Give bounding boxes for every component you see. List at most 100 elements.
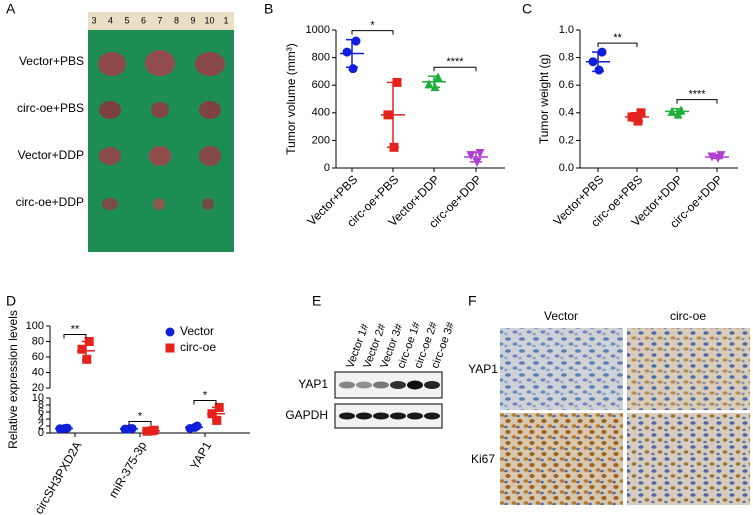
- tumor: [195, 52, 225, 76]
- data-point: [594, 65, 604, 75]
- data-point: [475, 149, 485, 159]
- column-header: Vector: [544, 309, 578, 323]
- row-label: circ-oe+DDP: [16, 195, 84, 209]
- ihc-image: [627, 413, 750, 505]
- significance-bracket: [128, 420, 152, 426]
- x-tick-label: YAP1: [187, 439, 214, 472]
- y-tick-label: 0.6: [559, 79, 574, 91]
- column-header: circ-oe: [670, 309, 706, 323]
- significance-label: ****: [688, 89, 706, 101]
- ruler-number: 7: [157, 15, 162, 25]
- ruler-number: 5: [124, 15, 129, 25]
- ihc-row-label: YAP1: [468, 362, 498, 376]
- y-tick-label: 200: [312, 134, 330, 146]
- y-tick-label: 40: [32, 366, 44, 378]
- y-tick-label: 0.0: [559, 162, 574, 174]
- data-point: [466, 151, 476, 161]
- y-tick-label: 8: [38, 399, 44, 411]
- significance-bracket: [676, 99, 718, 104]
- tumor: [98, 52, 126, 76]
- panel-label: C: [522, 1, 532, 17]
- photo-background: [88, 12, 234, 252]
- band: [373, 412, 389, 420]
- tumor: [99, 101, 121, 119]
- tumor: [145, 50, 175, 76]
- legend-label: circ-oe: [180, 340, 216, 354]
- band: [339, 412, 355, 420]
- x-tick-label: miR-375-3p: [106, 439, 150, 501]
- ihc-image: [627, 328, 750, 410]
- tumor: [199, 146, 221, 166]
- band: [356, 381, 372, 389]
- tumor: [151, 102, 169, 118]
- y-axis-title: Tumor volume (mm³): [284, 43, 298, 155]
- y-tick-label: 800: [312, 52, 330, 64]
- ruler-number: 6: [141, 15, 146, 25]
- ruler-number: 10: [204, 15, 214, 25]
- y-axis-title: Relative expression levels: [6, 310, 20, 449]
- band: [390, 412, 406, 420]
- data-point: [165, 343, 175, 353]
- band: [390, 381, 406, 389]
- y-axis-title: Tumor weight (g): [537, 54, 551, 144]
- band: [407, 380, 423, 390]
- y-tick-label: 400: [312, 107, 330, 119]
- y-tick-label: 1.0: [559, 24, 574, 36]
- tumor: [199, 101, 221, 119]
- y-tick-label: 6: [38, 406, 44, 418]
- significance-bracket: [193, 399, 217, 405]
- band: [339, 381, 355, 389]
- y-tick-label: 60: [32, 351, 44, 363]
- significance-bracket: [351, 30, 394, 35]
- band: [373, 381, 389, 389]
- data-point: [424, 79, 434, 89]
- y-tick-label: 600: [312, 79, 330, 91]
- row-label: Vector+DDP: [18, 148, 84, 162]
- tumor: [153, 198, 165, 210]
- y-tick-label: 0: [324, 162, 330, 174]
- ruler-number: 1: [223, 15, 228, 25]
- data-point: [342, 47, 352, 57]
- panel-label: D: [6, 293, 16, 309]
- significance-bracket: [597, 42, 638, 48]
- significance-bracket: [63, 334, 87, 339]
- ihc-image: [500, 413, 623, 505]
- ruler-number: 3: [91, 15, 96, 25]
- significance-label: *: [138, 410, 143, 422]
- y-tick-label: 2: [38, 420, 44, 432]
- y-tick-label: 4: [38, 413, 44, 425]
- band: [407, 412, 423, 420]
- panel-label: E: [312, 293, 321, 309]
- y-tick-label: 0.4: [559, 107, 574, 119]
- band: [424, 381, 440, 389]
- blot-row-label: GAPDH: [285, 408, 328, 422]
- significance-label: *: [203, 389, 208, 401]
- ruler-number: 8: [174, 15, 179, 25]
- significance-label: *: [370, 20, 375, 32]
- ihc-images: [500, 328, 750, 505]
- band: [356, 412, 372, 420]
- data-point: [165, 327, 175, 337]
- panel-label: B: [264, 1, 273, 17]
- row-label: circ-oe+PBS: [17, 101, 84, 115]
- panel-label: F: [468, 293, 477, 309]
- significance-bracket: [433, 66, 477, 72]
- y-tick-label: 0.2: [559, 134, 574, 146]
- y-tick-label: 0.8: [559, 52, 574, 64]
- y-tick-label: 10: [32, 392, 44, 404]
- legend-label: Vector: [180, 324, 214, 338]
- tumor: [102, 198, 118, 210]
- significance-label: **: [71, 323, 80, 335]
- tumor: [149, 146, 171, 166]
- tumor-photo: [88, 12, 234, 252]
- ruler: [88, 12, 234, 30]
- significance-label: ****: [446, 56, 464, 68]
- data-point: [348, 64, 358, 74]
- tumor: [202, 198, 214, 210]
- data-point: [82, 354, 92, 364]
- data-point: [77, 344, 87, 354]
- significance-label: **: [613, 32, 622, 44]
- x-tick-label: circSH3PXD2A: [32, 439, 85, 515]
- ruler-number: 9: [190, 15, 195, 25]
